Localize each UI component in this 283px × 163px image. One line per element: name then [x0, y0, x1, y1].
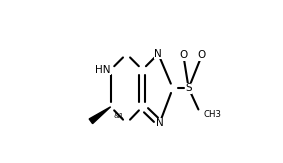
Text: &1: &1 — [113, 113, 124, 119]
Text: N: N — [156, 118, 164, 128]
Text: N: N — [154, 49, 162, 59]
Text: O: O — [179, 50, 187, 60]
Polygon shape — [89, 107, 111, 124]
Text: S: S — [185, 83, 192, 93]
Text: O: O — [198, 50, 206, 60]
Text: HN: HN — [95, 65, 111, 75]
Text: CH3: CH3 — [203, 110, 221, 119]
